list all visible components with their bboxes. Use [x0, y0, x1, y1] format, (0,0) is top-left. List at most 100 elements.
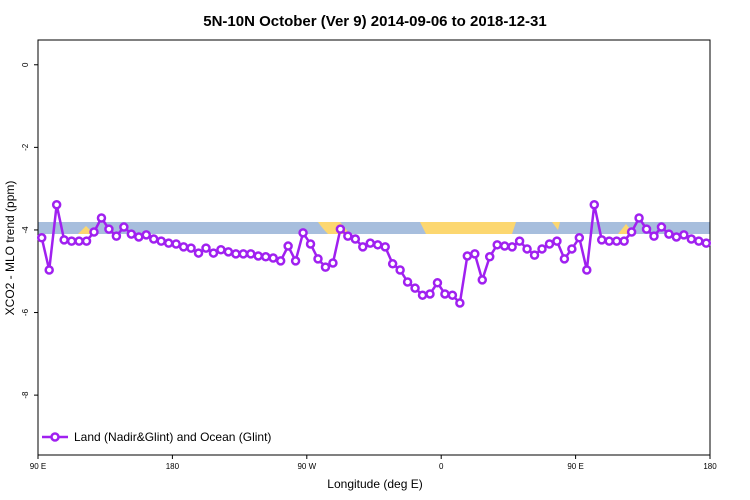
- point: [596, 235, 607, 245]
- point: [619, 236, 629, 246]
- point: [372, 240, 383, 250]
- plot-frame: [37, 39, 711, 456]
- point: [470, 249, 480, 259]
- point: [193, 248, 204, 258]
- point: [126, 229, 137, 239]
- point: [514, 236, 525, 246]
- point: [51, 200, 62, 210]
- point: [96, 213, 107, 223]
- point: [223, 247, 234, 257]
- point: [275, 256, 286, 266]
- x-tick-label: 90 E: [567, 462, 583, 471]
- series-line: [40, 204, 707, 306]
- point: [238, 249, 249, 259]
- point: [559, 254, 570, 264]
- x-tick-label: 0: [439, 462, 444, 471]
- point: [492, 240, 502, 250]
- point: [529, 250, 540, 260]
- point: [410, 283, 420, 293]
- point: [163, 238, 174, 248]
- point: [81, 236, 92, 246]
- point: [208, 248, 219, 258]
- y-tick-label: -4: [21, 226, 30, 234]
- point: [656, 222, 667, 232]
- x-tick-label: 90 W: [297, 462, 316, 471]
- point: [604, 236, 614, 246]
- point: [649, 231, 659, 241]
- y-axis-label: XCO2 - MLO trend (ppm): [3, 181, 17, 316]
- point: [574, 233, 585, 243]
- point: [634, 213, 644, 223]
- point: [402, 277, 413, 287]
- point: [104, 224, 114, 234]
- y-tick-label: -6: [21, 308, 30, 316]
- point: [671, 232, 682, 242]
- point: [626, 227, 637, 237]
- point: [231, 249, 241, 259]
- point: [320, 262, 331, 272]
- x-tick-label: 180: [166, 462, 180, 471]
- point: [552, 236, 562, 246]
- point: [664, 229, 674, 239]
- point: [216, 245, 226, 255]
- point: [66, 236, 77, 246]
- point: [246, 249, 256, 259]
- point: [156, 236, 166, 246]
- point: [178, 242, 189, 252]
- point: [268, 253, 278, 263]
- point: [522, 244, 532, 254]
- point: [425, 289, 435, 299]
- point: [440, 289, 450, 299]
- point: [328, 258, 338, 268]
- point: [537, 244, 547, 254]
- x-tick-label: 180: [703, 462, 717, 471]
- point: [313, 254, 323, 264]
- point: [298, 228, 308, 238]
- point: [589, 200, 600, 210]
- point: [679, 230, 689, 240]
- point: [611, 236, 622, 246]
- point: [432, 278, 443, 288]
- point: [253, 251, 264, 261]
- point: [380, 242, 390, 252]
- point: [455, 298, 465, 308]
- y-tick-label: -8: [21, 391, 30, 399]
- point: [148, 234, 159, 244]
- point: [694, 236, 704, 246]
- x-tick-label: 90 E: [30, 462, 46, 471]
- point: [358, 242, 368, 252]
- point: [260, 252, 271, 262]
- point: [141, 230, 152, 240]
- point: [59, 235, 69, 245]
- point: [499, 241, 510, 251]
- point: [395, 265, 405, 275]
- point: [44, 265, 54, 275]
- point: [365, 238, 376, 248]
- point: [186, 243, 196, 253]
- point: [290, 256, 301, 266]
- point: [335, 224, 346, 234]
- chart-title: 5N-10N October (Ver 9) 2014-09-06 to 201…: [203, 13, 547, 30]
- point: [350, 234, 361, 244]
- point: [343, 231, 353, 241]
- legend-label: Land (Nadir&Glint) and Ocean (Glint): [74, 430, 271, 444]
- point: [111, 231, 122, 241]
- point: [544, 239, 555, 249]
- point: [89, 227, 99, 237]
- point: [417, 290, 428, 300]
- point: [119, 222, 129, 232]
- point: [387, 259, 398, 269]
- point: [641, 224, 652, 234]
- point: [462, 251, 473, 261]
- point: [567, 244, 577, 254]
- point: [507, 242, 517, 252]
- point: [171, 239, 181, 249]
- point: [305, 239, 316, 249]
- point: [74, 236, 84, 246]
- y-tick-label: 0: [21, 62, 30, 67]
- x-axis-label: Longitude (deg E): [327, 477, 422, 491]
- point: [201, 243, 211, 253]
- y-tick-label: -2: [21, 143, 30, 151]
- point: [701, 238, 712, 248]
